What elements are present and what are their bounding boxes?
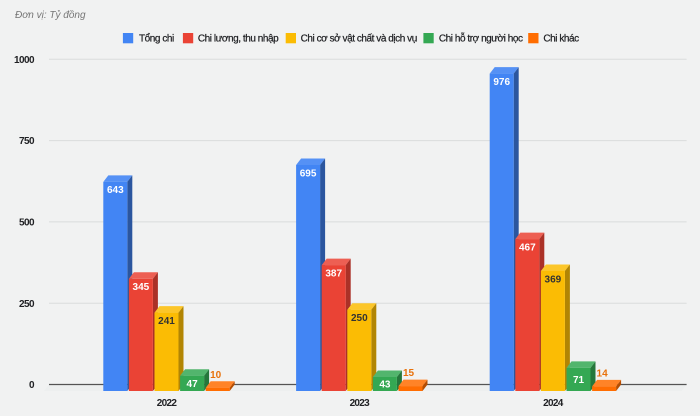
svg-text:345: 345 [133,282,150,293]
svg-text:750: 750 [19,136,35,147]
svg-text:47: 47 [187,379,199,390]
svg-text:695: 695 [300,168,317,179]
svg-text:643: 643 [107,185,124,196]
svg-text:2023: 2023 [350,398,371,409]
svg-text:Chi hỗ trợ người học: Chi hỗ trợ người học [439,32,523,45]
svg-text:0: 0 [29,380,35,391]
svg-text:976: 976 [493,77,510,88]
svg-text:2022: 2022 [157,398,178,409]
svg-text:10: 10 [210,370,222,381]
svg-text:71: 71 [573,375,585,386]
svg-text:369: 369 [545,274,562,285]
svg-text:Chi lương, thu nhập: Chi lương, thu nhập [198,34,279,45]
svg-text:500: 500 [19,218,35,229]
svg-text:15: 15 [403,368,415,379]
svg-text:14: 14 [597,369,609,380]
svg-text:2024: 2024 [543,398,564,409]
svg-text:Chi khác: Chi khác [543,34,579,45]
svg-text:Chi cơ sở vật chất và dịch vụ: Chi cơ sở vật chất và dịch vụ [301,33,417,45]
svg-text:250: 250 [351,313,368,324]
svg-text:387: 387 [325,268,342,279]
svg-text:467: 467 [519,242,536,253]
svg-text:Đơn vị: Tỷ đồng: Đơn vị: Tỷ đồng [15,9,86,21]
svg-text:43: 43 [379,380,391,391]
svg-text:241: 241 [158,316,175,327]
svg-text:1000: 1000 [14,55,35,66]
svg-text:250: 250 [19,299,35,310]
svg-text:Tổng chi: Tổng chi [139,33,174,45]
